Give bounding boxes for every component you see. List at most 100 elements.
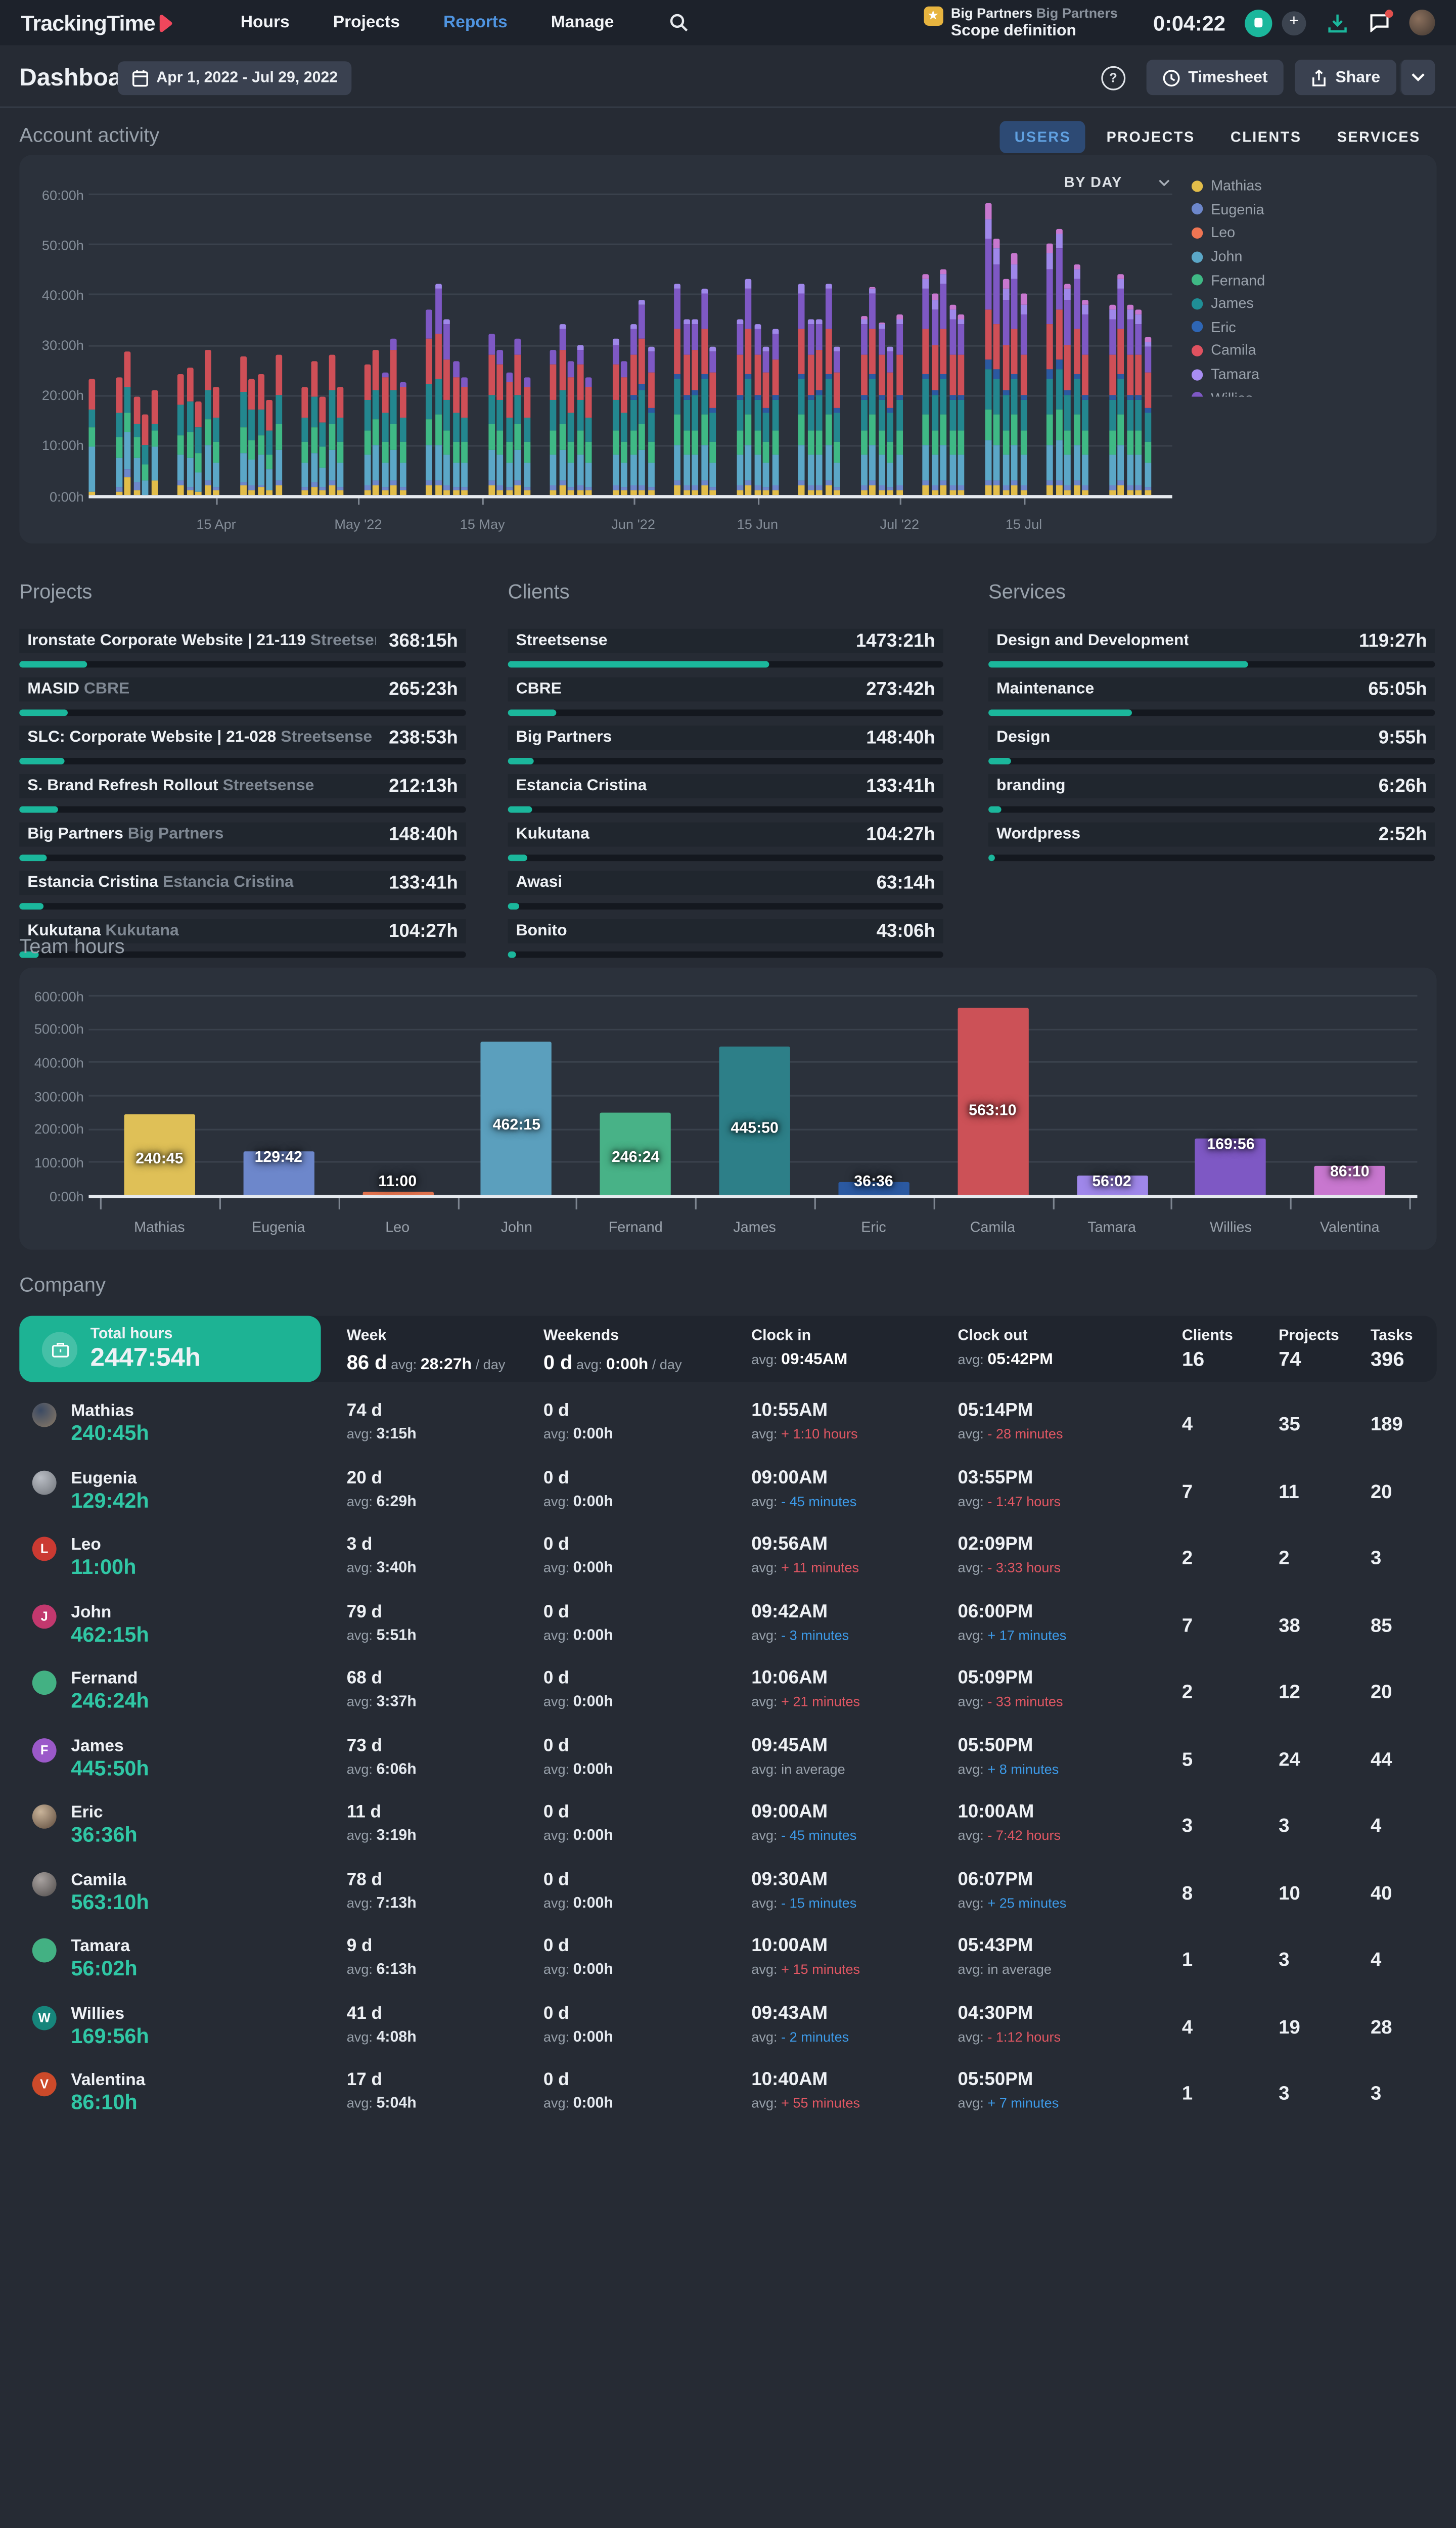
stacked-bar[interactable] xyxy=(1012,254,1018,495)
timesheet-button[interactable]: Timesheet xyxy=(1146,60,1284,96)
list-item[interactable]: Bonito 43:06h xyxy=(508,919,943,957)
list-item[interactable]: Awasi 63:14h xyxy=(508,871,943,909)
stacked-bar[interactable] xyxy=(523,377,530,495)
list-item[interactable]: Streetsense 1473:21h xyxy=(508,628,943,667)
table-row[interactable]: Eric 36:36h 11 d avg: 3:19h 0 d avg: 0:00h 09:… xyxy=(19,1796,1436,1863)
team-bar[interactable] xyxy=(1076,1176,1148,1195)
stacked-bar[interactable] xyxy=(239,356,246,495)
stacked-bar[interactable] xyxy=(648,347,655,495)
stacked-bar[interactable] xyxy=(1082,299,1089,495)
stacked-bar[interactable] xyxy=(985,203,992,495)
legend-item[interactable]: Mathias xyxy=(1191,174,1270,198)
stacked-bar[interactable] xyxy=(932,294,938,495)
stacked-bar[interactable] xyxy=(506,372,513,495)
stacked-bar[interactable] xyxy=(195,402,202,495)
stacked-bar[interactable] xyxy=(692,319,699,495)
stacked-bar[interactable] xyxy=(1056,229,1063,495)
team-bar[interactable] xyxy=(481,1041,553,1195)
stacked-bar[interactable] xyxy=(585,377,593,495)
add-button[interactable]: + xyxy=(1282,10,1306,35)
stacked-bar[interactable] xyxy=(630,324,637,495)
search-icon[interactable] xyxy=(669,13,688,32)
share-button[interactable]: Share xyxy=(1295,60,1397,96)
nav-item-hours[interactable]: Hours xyxy=(240,13,290,32)
table-row[interactable]: L Leo 11:00h 3 d avg: 3:40h 0 d avg: 0:00h 09:5… xyxy=(19,1529,1436,1596)
stacked-bar[interactable] xyxy=(940,269,947,495)
stacked-bar[interactable] xyxy=(576,344,583,495)
legend-item[interactable]: Fernand xyxy=(1191,268,1270,292)
stop-timer-button[interactable] xyxy=(1245,9,1272,36)
stacked-bar[interactable] xyxy=(1127,304,1134,495)
stacked-bar[interactable] xyxy=(257,374,264,495)
stacked-bar[interactable] xyxy=(488,334,495,495)
nav-item-projects[interactable]: Projects xyxy=(333,13,400,32)
stacked-bar[interactable] xyxy=(621,362,628,495)
notifications-icon[interactable] xyxy=(1369,10,1393,32)
stacked-bar[interactable] xyxy=(612,339,619,495)
list-item[interactable]: Ironstate Corporate Website | 21-119 Str… xyxy=(19,628,466,667)
stacked-bar[interactable] xyxy=(923,274,930,495)
stacked-bar[interactable] xyxy=(443,319,450,495)
stacked-bar[interactable] xyxy=(177,374,184,495)
chart-legend[interactable]: Mathias Eugenia Leo John Fernand James Eric Cam… xyxy=(1191,174,1270,397)
team-bar[interactable] xyxy=(838,1183,909,1195)
list-item[interactable]: Big Partners Big Partners 148:40h xyxy=(19,822,466,861)
stacked-bar[interactable] xyxy=(399,382,406,495)
export-icon[interactable] xyxy=(1327,12,1348,33)
stacked-bar[interactable] xyxy=(807,319,814,495)
stacked-bar[interactable] xyxy=(1003,279,1010,495)
stacked-bar[interactable] xyxy=(825,284,832,495)
stacked-bar[interactable] xyxy=(186,367,193,495)
stacked-bar[interactable] xyxy=(435,284,441,495)
table-row[interactable]: Fernand 246:24h 68 d avg: 3:37h 0 d avg: 0:00… xyxy=(19,1662,1436,1729)
table-row[interactable]: Camila 563:10h 78 d avg: 7:13h 0 d avg: 0:00h… xyxy=(19,1863,1436,1930)
stacked-bar[interactable] xyxy=(310,362,317,495)
team-bar[interactable] xyxy=(1195,1138,1266,1195)
legend-item[interactable]: Willies xyxy=(1191,386,1270,397)
team-bar[interactable] xyxy=(124,1114,195,1195)
stacked-bar[interactable] xyxy=(204,349,211,495)
team-bar[interactable] xyxy=(600,1113,671,1195)
table-row[interactable]: J John 462:15h 79 d avg: 5:51h 0 d avg: 0:00h 0… xyxy=(19,1596,1436,1662)
stacked-bar[interactable] xyxy=(142,415,149,495)
stacked-bar[interactable] xyxy=(745,279,752,495)
stacked-bar[interactable] xyxy=(133,397,140,495)
legend-item[interactable]: Camila xyxy=(1191,339,1270,363)
stacked-bar[interactable] xyxy=(763,347,770,495)
active-task[interactable]: ★ Big Partners Big Partners Scope defini… xyxy=(923,5,1118,40)
tab-projects[interactable]: PROJECTS xyxy=(1106,129,1195,146)
legend-item[interactable]: Eugenia xyxy=(1191,198,1270,221)
stacked-bar[interactable] xyxy=(559,324,566,495)
list-item[interactable]: MASID CBRE 265:23h xyxy=(19,677,466,715)
stacked-bar[interactable] xyxy=(834,347,841,495)
stacked-bar[interactable] xyxy=(949,304,956,495)
table-row[interactable]: Mathias 240:45h 74 d avg: 3:15h 0 d avg: 0:00… xyxy=(19,1395,1436,1462)
list-item[interactable]: SLC: Corporate Website | 21-028 Streetse… xyxy=(19,726,466,764)
date-range-picker[interactable]: Apr 1, 2022 - Jul 29, 2022 xyxy=(117,61,352,96)
legend-item[interactable]: Eric xyxy=(1191,315,1270,339)
legend-item[interactable]: Tamara xyxy=(1191,363,1270,386)
team-bar[interactable] xyxy=(957,1007,1028,1195)
group-by-select[interactable]: BY DAY xyxy=(1064,174,1171,190)
share-menu-chevron[interactable] xyxy=(1399,60,1435,96)
list-item[interactable]: Design 9:55h xyxy=(988,726,1435,764)
stacked-bar[interactable] xyxy=(674,284,681,495)
user-avatar[interactable] xyxy=(1409,10,1435,36)
stacked-bar[interactable] xyxy=(568,362,575,495)
stacked-bar[interactable] xyxy=(870,286,876,495)
stacked-bar[interactable] xyxy=(816,319,823,495)
legend-item[interactable]: James xyxy=(1191,292,1270,315)
legend-item[interactable]: Leo xyxy=(1191,221,1270,245)
stacked-bar[interactable] xyxy=(887,347,894,495)
stacked-bar[interactable] xyxy=(1118,274,1125,495)
stacked-bar[interactable] xyxy=(736,319,743,495)
list-item[interactable]: S. Brand Refresh Rollout Streetsense 212:… xyxy=(19,774,466,812)
app-logo[interactable]: TrackingTime xyxy=(21,11,173,35)
list-item[interactable]: Estancia Cristina Estancia Cristina 133:4… xyxy=(19,871,466,909)
nav-item-reports[interactable]: Reports xyxy=(443,13,508,32)
stacked-bar[interactable] xyxy=(452,362,459,495)
stacked-bar[interactable] xyxy=(515,339,521,495)
stacked-bar[interactable] xyxy=(958,314,965,495)
stacked-bar[interactable] xyxy=(639,299,646,495)
team-bar[interactable] xyxy=(243,1151,314,1195)
